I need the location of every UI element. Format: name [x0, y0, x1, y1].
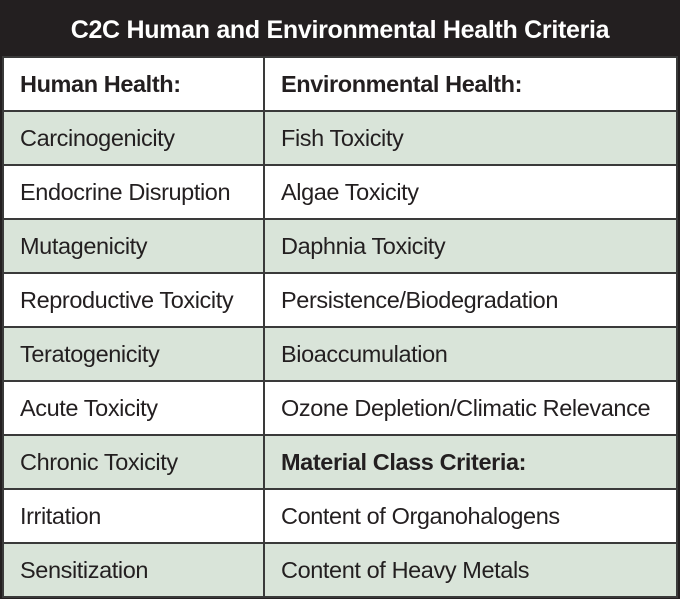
table-row: Carcinogenicity Fish Toxicity — [2, 110, 678, 166]
environmental-health-cell: Material Class Criteria: — [263, 434, 678, 490]
environmental-health-cell: Content of Heavy Metals — [263, 542, 678, 598]
table-row: Reproductive Toxicity Persistence/Biodegr… — [2, 272, 678, 328]
human-health-cell: Teratogenicity — [2, 326, 265, 382]
environmental-health-cell: Algae Toxicity — [263, 164, 678, 220]
human-health-cell: Carcinogenicity — [2, 110, 265, 166]
human-health-cell: Reproductive Toxicity — [2, 272, 265, 328]
header-row: Human Health: Environmental Health: — [2, 56, 678, 112]
environmental-health-cell: Daphnia Toxicity — [263, 218, 678, 274]
human-health-cell: Mutagenicity — [2, 218, 265, 274]
environmental-health-cell: Ozone Depletion/Climatic Relevance — [263, 380, 678, 436]
human-health-cell: Sensitization — [2, 542, 265, 598]
header-human-health: Human Health: — [2, 56, 265, 112]
human-health-cell: Acute Toxicity — [2, 380, 265, 436]
table-row: Acute Toxicity Ozone Depletion/Climatic R… — [2, 380, 678, 436]
table-row: Endocrine Disruption Algae Toxicity — [2, 164, 678, 220]
table-row: Teratogenicity Bioaccumulation — [2, 326, 678, 382]
criteria-table: Human Health: Environmental Health: Carcin… — [2, 56, 678, 598]
human-health-cell: Chronic Toxicity — [2, 434, 265, 490]
human-health-cell: Endocrine Disruption — [2, 164, 265, 220]
environmental-health-cell: Bioaccumulation — [263, 326, 678, 382]
table-row: Chronic Toxicity Material Class Criteria: — [2, 434, 678, 490]
table-row: Sensitization Content of Heavy Metals — [2, 542, 678, 598]
human-health-cell: Irritation — [2, 488, 265, 544]
table-row: Mutagenicity Daphnia Toxicity — [2, 218, 678, 274]
environmental-health-cell: Fish Toxicity — [263, 110, 678, 166]
header-environmental-health: Environmental Health: — [263, 56, 678, 112]
table-title: C2C Human and Environmental Health Crite… — [70, 16, 610, 44]
environmental-health-cell: Content of Organohalogens — [263, 488, 678, 544]
table-row: Irritation Content of Organohalogens — [2, 488, 678, 544]
environmental-health-cell: Persistence/Biodegradation — [263, 272, 678, 328]
